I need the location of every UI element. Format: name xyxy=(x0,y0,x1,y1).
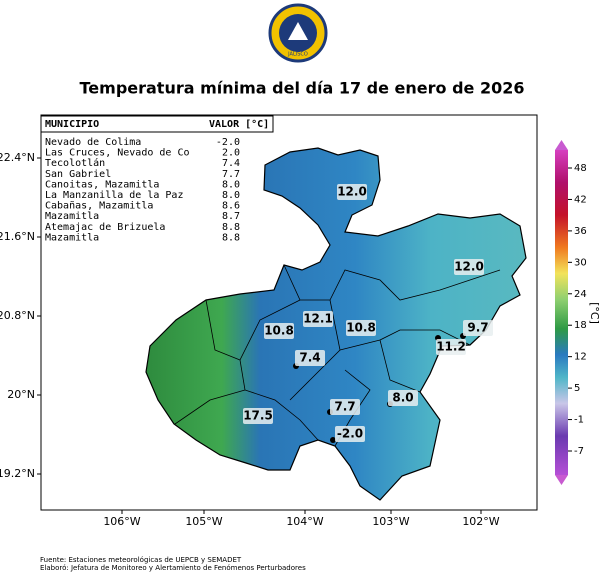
label-box xyxy=(303,311,333,327)
map-label: 7.4 xyxy=(299,351,320,365)
label-box xyxy=(335,426,365,442)
lat-tick-label: 22.4°N xyxy=(0,151,35,164)
station-dot xyxy=(330,437,336,443)
label-box xyxy=(463,320,493,336)
colorbar-tick-label: 18 xyxy=(574,320,587,331)
label-box xyxy=(388,390,418,406)
colorbar-tick-label: 30 xyxy=(574,257,587,268)
label-box xyxy=(330,399,360,415)
lat-tick-label: 20.8°N xyxy=(0,309,35,322)
state-shape xyxy=(145,147,527,501)
table-header-box xyxy=(40,115,274,133)
map-label: 17.5 xyxy=(243,409,273,423)
station-name: Cabañas, Mazamitla xyxy=(45,201,153,212)
colorbar-tick-label: -1 xyxy=(574,415,584,426)
lat-tick-label: 19.2°N xyxy=(0,467,35,480)
table-column: MUNICIPIO xyxy=(45,119,99,130)
label-box xyxy=(295,350,325,366)
map-label: 10.8 xyxy=(264,324,294,338)
label-box xyxy=(346,320,376,336)
station-name: La Manzanilla de la Paz xyxy=(45,190,183,201)
station-value: 8.0 xyxy=(222,190,240,201)
colorbar-tick-label: 5 xyxy=(574,383,580,394)
logo-text: JALISCO xyxy=(287,52,308,58)
station-name: Mazamitla xyxy=(45,232,99,243)
colorbar-tick-label: -7 xyxy=(574,446,584,457)
municipal-lines xyxy=(174,264,501,447)
lat-tick-label: 20°N xyxy=(7,388,35,401)
footer-source: Fuente: Estaciones meteorológicas de UEP… xyxy=(40,556,242,564)
station-value: 8.6 xyxy=(222,201,240,212)
label-box xyxy=(243,408,273,424)
colorbar xyxy=(555,150,568,475)
lon-tick-label: 103°W xyxy=(372,515,409,528)
map-label: 10.8 xyxy=(346,321,376,335)
station-name: Mazamitla xyxy=(45,211,99,222)
lon-tick-label: 102°W xyxy=(462,515,499,528)
lat-tick-label: 21.6°N xyxy=(0,230,35,243)
map-label: 9.7 xyxy=(467,321,488,335)
station-value: 2.0 xyxy=(222,148,240,159)
map-label: 8.0 xyxy=(392,391,413,405)
station-value: 8.8 xyxy=(222,232,240,243)
station-name: Nevado de Colima xyxy=(45,137,141,148)
station-value: 7.7 xyxy=(222,169,240,180)
lon-tick-label: 106°W xyxy=(103,515,140,528)
station-name: San Gabriel xyxy=(45,169,111,180)
table-column: VALOR [°C] xyxy=(209,119,269,130)
label-box xyxy=(337,184,367,200)
axes: 22.4°N 21.6°N 20.8°N 20°N 19.2°N 106°W 105°W 10… xyxy=(0,151,587,528)
station-name: Tecolotlán xyxy=(45,157,105,169)
map-label: 11.2 xyxy=(436,340,466,354)
station-name: Atemajac de Brizuela xyxy=(45,222,165,233)
colorbar-tick-label: 42 xyxy=(574,194,587,205)
lon-tick-label: 104°W xyxy=(286,515,323,528)
station-value: 8.0 xyxy=(222,179,240,190)
label-box xyxy=(264,323,294,339)
title: Temperatura mínima del día 17 de enero d… xyxy=(80,79,525,98)
map-labels: 12.0 12.0 12.1 10.8 10.8 9.711.2 7.4 8.0 7.7 17.5… xyxy=(243,184,493,443)
colorbar-label: [°C] xyxy=(588,302,601,324)
map-label: 12.0 xyxy=(337,185,367,199)
map-label: -2.0 xyxy=(337,427,363,441)
map-label: 12.1 xyxy=(303,312,333,326)
station-value: 8.7 xyxy=(222,211,240,222)
station-name: Las Cruces, Nevado de Co xyxy=(45,148,190,159)
colorbar-tick-label: 12 xyxy=(574,352,587,363)
logo: JALISCO xyxy=(268,3,328,63)
label-box xyxy=(454,259,484,275)
colorbar-tick-label: 24 xyxy=(574,289,587,300)
station-table: MUNICIPIO VALOR [°C] Nevado de Colima -2.0 L… xyxy=(45,119,269,243)
station-value: -2.0 xyxy=(216,137,240,148)
station-value: 7.4 xyxy=(222,158,240,169)
map-label: 7.7 xyxy=(334,400,355,414)
label-box xyxy=(436,339,466,355)
footer-author: Elaboró: Jefatura de Monitoreo y Alertam… xyxy=(40,564,306,572)
lon-tick-label: 105°W xyxy=(185,515,222,528)
station-name: Canoitas, Mazamitla xyxy=(45,179,159,190)
colorbar-tick-label: 36 xyxy=(574,226,587,237)
station-value: 8.8 xyxy=(222,222,240,233)
map-label: 12.0 xyxy=(454,260,484,274)
colorbar-tick-label: 48 xyxy=(574,163,587,174)
